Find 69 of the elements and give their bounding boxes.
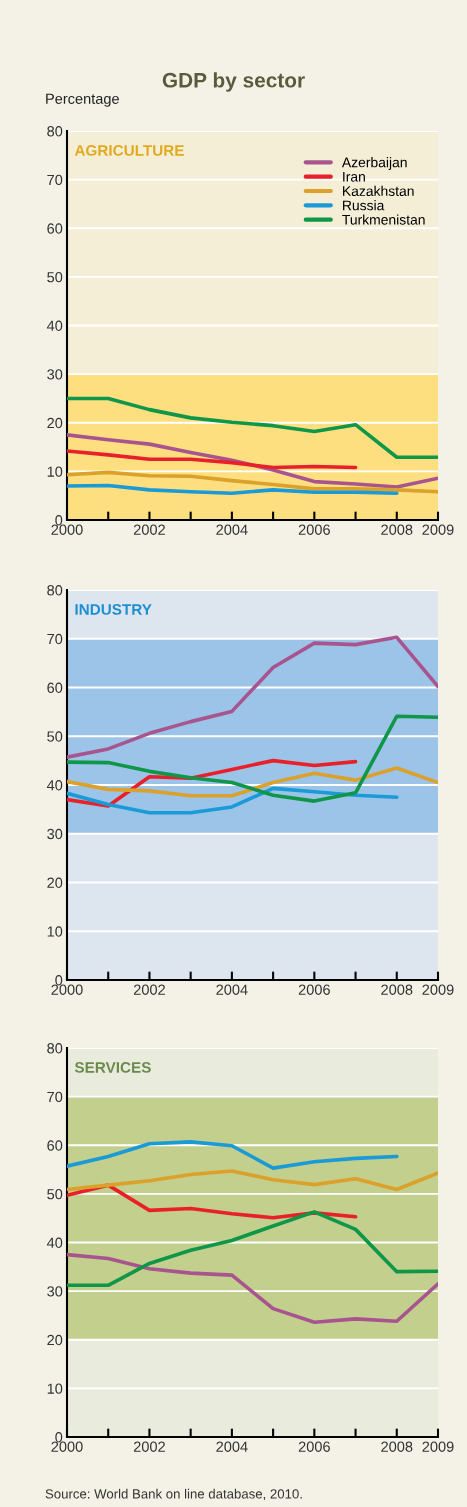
line-series bbox=[67, 433, 438, 489]
x-tick-label: 2008 bbox=[381, 1441, 413, 1452]
line-series bbox=[67, 483, 399, 496]
y-tick-label: 70 bbox=[47, 633, 63, 645]
line-series bbox=[67, 1252, 438, 1325]
legend-label: Azerbaijan bbox=[341, 157, 407, 171]
line-series bbox=[67, 470, 438, 494]
y-tick-label: 10 bbox=[47, 1383, 63, 1394]
x-tick-label: 2000 bbox=[51, 984, 83, 995]
y-tick-label: 50 bbox=[47, 271, 63, 283]
y-tick-label: 10 bbox=[47, 926, 63, 937]
y-tick-label: 20 bbox=[47, 877, 63, 888]
text: AGRICULTURE bbox=[74, 145, 184, 156]
y-tick-label: 10 bbox=[47, 466, 63, 477]
x-tick-label: 2004 bbox=[216, 984, 248, 995]
y-tick-label: 40 bbox=[46, 1237, 63, 1248]
line-series bbox=[67, 1169, 438, 1192]
x-tick-label: 2008 bbox=[381, 984, 413, 995]
y-tick-label: 30 bbox=[47, 1286, 63, 1297]
y-tick-label: 0 bbox=[55, 515, 63, 526]
y-tick-label: 0 bbox=[55, 975, 63, 986]
y-tick-label: 50 bbox=[47, 731, 63, 742]
y-tick-label: 50 bbox=[47, 1188, 63, 1200]
x-tick-label: 2004 bbox=[216, 524, 248, 535]
text: SERVICES bbox=[74, 1062, 151, 1073]
x-tick-label: 2006 bbox=[298, 984, 330, 995]
y-tick-label: 40 bbox=[46, 780, 63, 791]
y-tick-label: 80 bbox=[47, 585, 63, 596]
y-tick-label: 30 bbox=[47, 828, 63, 840]
line-series bbox=[67, 1210, 438, 1288]
line-series bbox=[67, 635, 438, 760]
x-tick-label: 2008 bbox=[381, 524, 413, 535]
x-tick-label: 2002 bbox=[133, 1441, 165, 1452]
y-tick-label: 80 bbox=[47, 1043, 63, 1054]
x-tick-label: 2000 bbox=[51, 524, 83, 535]
line-series bbox=[67, 786, 399, 815]
x-tick-label: 2000 bbox=[51, 1441, 83, 1452]
x-tick-label: 2009 bbox=[422, 984, 454, 995]
y-tick-label: 60 bbox=[47, 682, 63, 693]
source-note: Source: World Bank on line database, 2010. bbox=[45, 1488, 302, 1501]
line-series bbox=[67, 766, 438, 798]
x-tick-label: 2004 bbox=[216, 1441, 248, 1452]
line-series bbox=[67, 449, 358, 470]
x-tick-label: 2006 bbox=[298, 524, 330, 535]
legend-label: Iran bbox=[343, 171, 365, 182]
x-tick-label: 2009 bbox=[422, 1441, 454, 1452]
line-series bbox=[67, 396, 438, 460]
y-tick-label: 60 bbox=[47, 1140, 63, 1151]
chart-title: GDP by sector bbox=[162, 72, 305, 92]
y-tick-label: 70 bbox=[47, 174, 63, 186]
y-tick-label: 60 bbox=[47, 223, 63, 234]
line-series bbox=[67, 1140, 399, 1170]
line-series bbox=[67, 714, 438, 803]
legend-label: Kazakhstan bbox=[343, 185, 414, 196]
y-tick-label: 40 bbox=[46, 320, 63, 331]
y-tick-label: 80 bbox=[47, 126, 63, 137]
x-tick-label: 2006 bbox=[298, 1441, 330, 1452]
x-tick-label: 2002 bbox=[133, 524, 165, 535]
y-tick-label: 70 bbox=[47, 1091, 63, 1103]
y-tick-label: 20 bbox=[47, 1334, 63, 1346]
legend-label: Russia bbox=[343, 200, 385, 211]
y-tick-label: 30 bbox=[47, 369, 63, 380]
text: INDUSTRY bbox=[75, 604, 152, 615]
y-tick-label: 20 bbox=[47, 417, 63, 429]
legend-label: Turkmenistan bbox=[342, 214, 425, 225]
x-tick-label: 2009 bbox=[422, 524, 454, 535]
x-tick-label: 2002 bbox=[133, 984, 165, 995]
y-axis-title: Percentage bbox=[46, 93, 119, 107]
y-tick-label: 0 bbox=[55, 1432, 63, 1443]
